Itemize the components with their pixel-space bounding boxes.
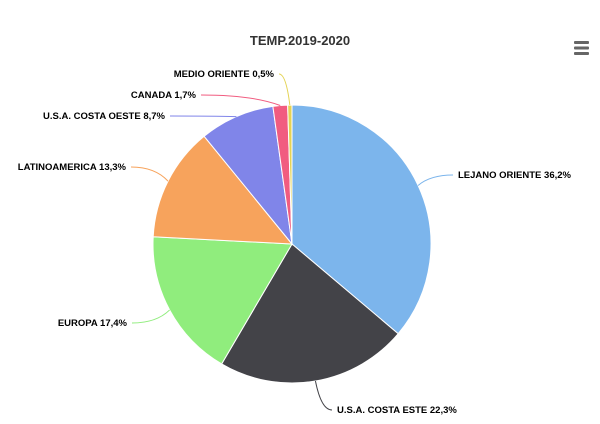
data-label-u-s-a-costa-este: U.S.A. COSTA ESTE 22,3% (337, 405, 457, 416)
connector-u-s-a-costa-este (314, 380, 333, 411)
connector-europa (131, 309, 170, 324)
hamburger-menu-icon[interactable] (573, 40, 589, 56)
pie-slice-lejano-oriente[interactable] (291, 104, 432, 335)
data-label-u-s-a-costa-oeste: U.S.A. COSTA OESTE 8,7% (43, 111, 165, 122)
data-label-lejano-oriente: LEJANO ORIENTE 36,2% (458, 170, 572, 181)
data-label-latinoamerica: LATINOAMERICA 13,3% (18, 162, 127, 173)
chart-title: TEMP.2019-2020 (250, 33, 350, 48)
data-label-canada: CANADA 1,7% (131, 90, 197, 101)
data-label-medio-oriente: MEDIO ORIENTE 0,5% (174, 69, 275, 80)
connectors-layer (130, 73, 454, 411)
connector-lejano-oriente (417, 174, 454, 186)
slices-layer (152, 104, 432, 384)
connector-u-s-a-costa-oeste (169, 115, 237, 118)
labels-layer: LEJANO ORIENTE 36,2% U.S.A. COSTA ESTE 22… (18, 69, 572, 416)
connector-latinoamerica (130, 166, 169, 182)
pie-slice-latinoamerica[interactable] (152, 135, 294, 245)
data-label-europa: EUROPA 17,4% (58, 318, 128, 329)
connector-canada (200, 94, 281, 106)
connector-medio-oriente (278, 73, 291, 106)
pie-slice-u-s-a-costa-este[interactable] (220, 243, 399, 384)
